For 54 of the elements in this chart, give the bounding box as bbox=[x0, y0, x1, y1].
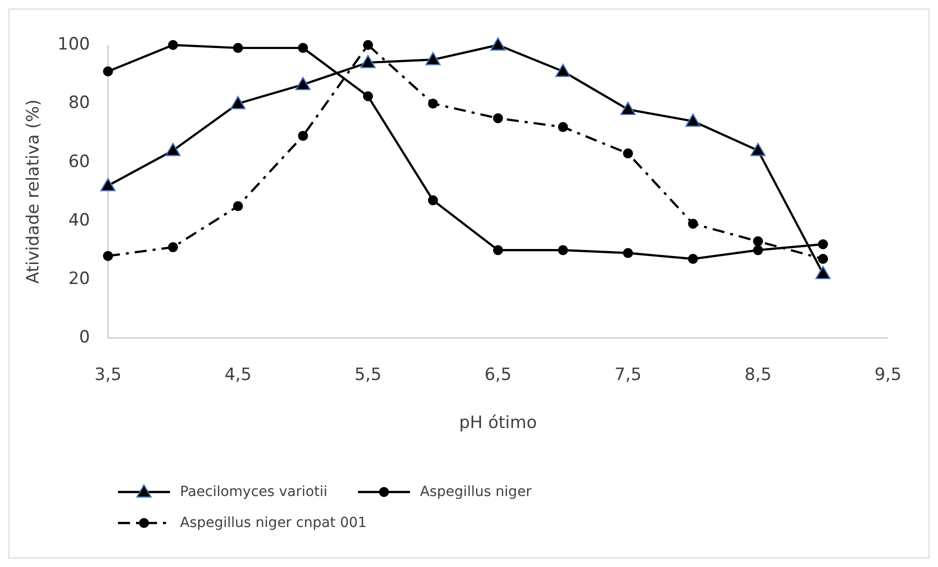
y-axis-title: Atividade relativa (%) bbox=[24, 99, 44, 284]
point bbox=[298, 42, 308, 53]
point bbox=[753, 236, 763, 246]
point bbox=[493, 245, 503, 256]
point bbox=[103, 66, 113, 76]
y-tick-label: 20 bbox=[68, 269, 90, 290]
y-tick-label: 80 bbox=[68, 93, 90, 114]
point bbox=[818, 254, 828, 264]
point bbox=[623, 248, 633, 258]
point bbox=[233, 201, 243, 212]
x-tick-label: 3,5 bbox=[94, 365, 122, 385]
legend-label: Aspegillus niger bbox=[420, 484, 532, 500]
x-axis-title: pH ótimo bbox=[459, 413, 537, 433]
point bbox=[558, 245, 568, 256]
point bbox=[685, 114, 701, 127]
point bbox=[165, 142, 181, 156]
legend-label: Aspegillus niger cnpat 001 bbox=[180, 514, 367, 531]
x-tick-label: 9,5 bbox=[874, 365, 902, 385]
x-tick-label: 8,5 bbox=[744, 365, 772, 385]
point bbox=[363, 40, 373, 50]
y-tick-label: 100 bbox=[58, 34, 90, 55]
x-tick-label: 7,5 bbox=[614, 365, 642, 385]
point bbox=[620, 102, 636, 116]
point bbox=[295, 76, 311, 90]
legend-label: Paecilomyces variotii bbox=[180, 484, 328, 500]
y-tick-label: 60 bbox=[68, 152, 90, 172]
point bbox=[428, 195, 438, 206]
point bbox=[623, 148, 633, 158]
point bbox=[753, 245, 763, 256]
x-tick-label: 5,5 bbox=[354, 365, 382, 385]
point bbox=[555, 64, 571, 77]
x-tick-label: 6,5 bbox=[484, 365, 512, 385]
point bbox=[490, 37, 506, 51]
point bbox=[100, 178, 116, 192]
point bbox=[688, 254, 698, 264]
point bbox=[815, 266, 831, 280]
point bbox=[298, 130, 308, 141]
point bbox=[688, 218, 698, 229]
point bbox=[168, 40, 178, 50]
point bbox=[493, 113, 503, 124]
point bbox=[103, 250, 113, 261]
point bbox=[360, 54, 376, 68]
point bbox=[750, 142, 766, 156]
point bbox=[168, 242, 178, 252]
point bbox=[230, 96, 246, 110]
point bbox=[363, 91, 373, 102]
point bbox=[428, 98, 438, 109]
point bbox=[425, 52, 441, 66]
y-tick-label: 0 bbox=[79, 328, 90, 348]
point bbox=[233, 42, 243, 53]
y-tick-label: 40 bbox=[68, 210, 90, 230]
x-tick-label: 4,5 bbox=[224, 365, 252, 385]
point bbox=[818, 239, 828, 250]
point bbox=[558, 122, 568, 132]
